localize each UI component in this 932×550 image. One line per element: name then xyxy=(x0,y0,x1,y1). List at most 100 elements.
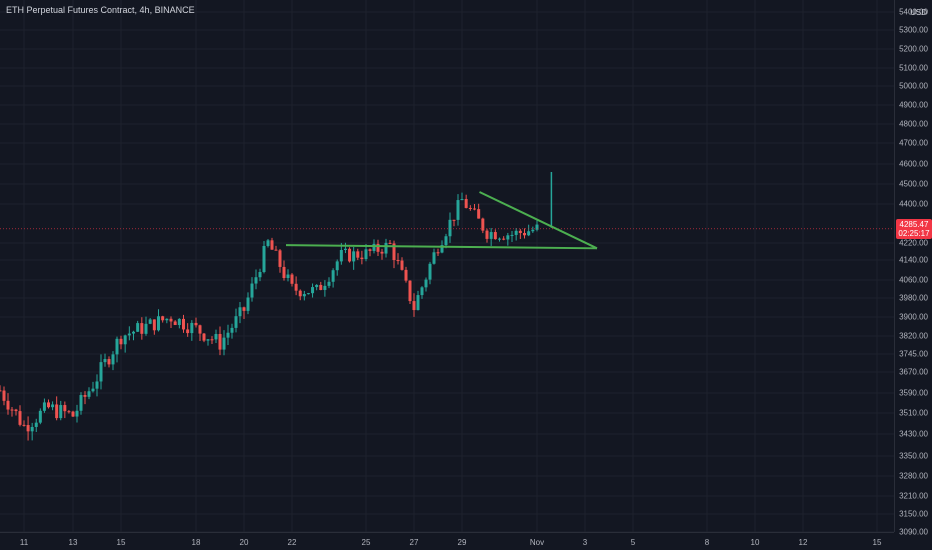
candle-body xyxy=(485,230,489,239)
candle-body xyxy=(282,266,286,279)
candle-body xyxy=(416,295,420,311)
price-tick-label: 5200.00 xyxy=(899,44,928,54)
candle-body xyxy=(71,411,75,417)
candle-body xyxy=(384,242,388,254)
currency-label: USD xyxy=(910,8,927,17)
time-tick-label: 18 xyxy=(191,538,201,547)
price-axis[interactable]: USD 5400.00 5300.00 5200.00 5100.00 5000.00 4… xyxy=(894,0,932,537)
candle-body xyxy=(448,219,452,237)
price-tick-label: 3900.00 xyxy=(899,312,928,322)
candle-body xyxy=(368,249,372,251)
time-tick-label: 5 xyxy=(630,538,636,547)
candle-body xyxy=(198,325,202,334)
candle-body xyxy=(136,323,140,332)
candle-body xyxy=(510,234,514,236)
candle-body xyxy=(343,248,347,250)
candle-body xyxy=(63,405,67,412)
candle-body xyxy=(22,424,26,426)
candle-body xyxy=(234,316,238,328)
candle-body xyxy=(420,287,424,296)
last-price-value: 4285.47 xyxy=(899,219,929,229)
candle-body xyxy=(214,333,218,340)
price-tick-label: 4220.00 xyxy=(899,238,928,248)
candles xyxy=(0,172,553,441)
candle-body xyxy=(360,257,364,260)
candle-body xyxy=(250,283,254,298)
candle-body xyxy=(95,381,99,389)
candle-body xyxy=(424,279,428,288)
candle-body xyxy=(323,285,327,290)
candle-body xyxy=(254,277,258,284)
time-axis[interactable]: 11 13 15 18 20 22 25 27 29 Nov 3 5 8 10 12 15 xyxy=(0,532,894,550)
candle-body xyxy=(352,251,356,262)
candle-body xyxy=(75,410,79,417)
candle-body xyxy=(294,283,298,291)
candle-body xyxy=(464,199,468,208)
candle-body xyxy=(242,307,246,311)
price-tick-label: 3150.00 xyxy=(899,509,928,519)
price-tick-label: 4500.00 xyxy=(899,179,928,189)
candle-body xyxy=(206,339,210,341)
candle-body xyxy=(169,318,173,322)
candle-body xyxy=(173,321,177,326)
candle-body xyxy=(14,409,18,412)
drawings[interactable] xyxy=(0,191,894,250)
candle-body xyxy=(127,333,131,336)
candle-body xyxy=(165,318,169,321)
price-tick-label: 3980.00 xyxy=(899,293,928,303)
candle-body xyxy=(380,251,384,254)
candle-body xyxy=(436,252,440,254)
candle-body xyxy=(298,290,302,297)
candle-body xyxy=(372,243,376,251)
price-tick-label: 3430.00 xyxy=(899,429,928,439)
candle-body xyxy=(408,280,412,302)
candle-body xyxy=(502,238,506,240)
candle-body xyxy=(468,207,472,209)
candle-body xyxy=(246,297,250,311)
candle-body xyxy=(432,252,436,264)
price-tick-label: 4700.00 xyxy=(899,138,928,148)
candle-body xyxy=(107,359,111,365)
time-tick-label: 25 xyxy=(361,538,371,547)
price-tick-label: 4400.00 xyxy=(899,199,928,209)
trendline xyxy=(285,244,598,250)
candle-body xyxy=(26,425,30,432)
candle-body xyxy=(55,404,59,419)
candle-body xyxy=(83,395,87,397)
candle-body xyxy=(527,231,531,236)
candle-body xyxy=(412,301,416,311)
candle-body xyxy=(161,316,165,321)
candle-body xyxy=(493,232,497,240)
candle-body xyxy=(148,319,152,324)
candle-body xyxy=(79,395,83,411)
candle-body xyxy=(428,263,432,280)
price-tick-label: 5400.00 xyxy=(899,7,928,17)
candle-body xyxy=(331,270,335,282)
price-tick-label: 4060.00 xyxy=(899,275,928,285)
candle-body xyxy=(396,260,400,262)
time-tick-label: 29 xyxy=(457,538,467,547)
price-tick-label: 4900.00 xyxy=(899,100,928,110)
candle-body xyxy=(119,338,123,345)
price-tick-label: 4140.00 xyxy=(899,255,928,265)
price-tick-label: 3350.00 xyxy=(899,451,928,461)
candle-body xyxy=(489,232,493,239)
candle-body xyxy=(456,200,460,220)
candle-body xyxy=(123,335,127,345)
candle-body xyxy=(319,284,323,290)
candle-body xyxy=(115,338,119,355)
price-tick-label: 5100.00 xyxy=(899,63,928,73)
price-chart[interactable] xyxy=(0,0,894,532)
candle-body xyxy=(144,323,148,334)
candle-body xyxy=(315,284,319,288)
time-tick-label: 27 xyxy=(409,538,419,547)
candle-body xyxy=(460,199,464,201)
candle-body xyxy=(392,243,396,261)
candle-body xyxy=(262,245,266,273)
candle-body xyxy=(177,318,181,326)
price-tick-label: 3510.00 xyxy=(899,408,928,418)
candle-body xyxy=(523,233,526,236)
candle-body xyxy=(222,337,226,350)
candle-body xyxy=(190,322,194,334)
